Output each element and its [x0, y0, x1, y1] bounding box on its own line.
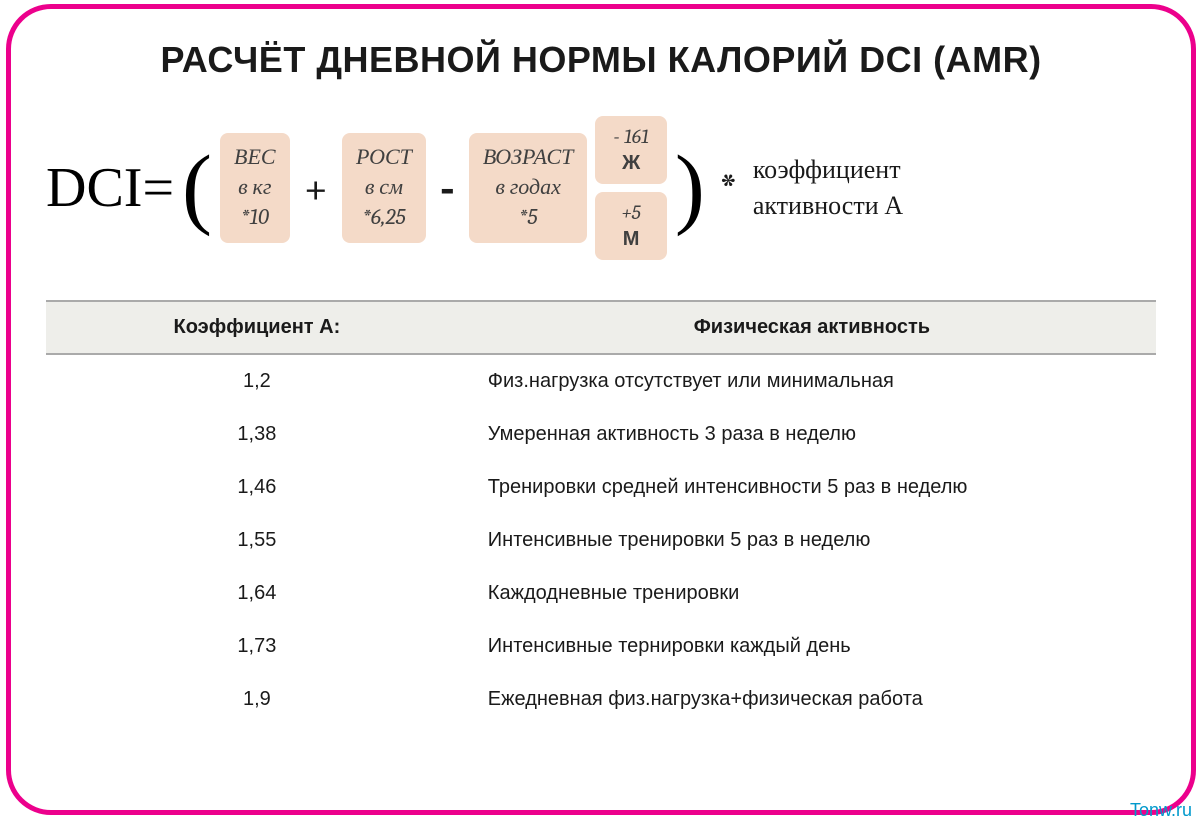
coef-cell: 1,46 — [46, 461, 468, 514]
age-box: ВОЗРАСТ в годах *5 — [469, 133, 588, 242]
watermark: Tonw.ru — [1130, 800, 1192, 821]
table-header-row: Коэффициент А: Физическая активность — [46, 301, 1156, 354]
female-value: - 161 — [613, 124, 649, 150]
table-body: 1,2 Физ.нагрузка отсутствует или минимал… — [46, 354, 1156, 726]
male-value: +5 — [613, 200, 649, 226]
table-row: 1,2 Физ.нагрузка отсутствует или минимал… — [46, 354, 1156, 408]
open-paren: ( — [182, 143, 212, 233]
table-row: 1,55 Интенсивные тренировки 5 раз в неде… — [46, 514, 1156, 567]
weight-label: ВЕС — [234, 143, 276, 173]
weight-mult: *10 — [234, 203, 276, 233]
coef-line2: активности А — [753, 188, 903, 224]
desc-cell: Тренировки средней интенсивности 5 раз в… — [468, 461, 1156, 514]
table-row: 1,38 Умеренная активность 3 раза в недел… — [46, 408, 1156, 461]
close-paren: ) — [675, 143, 705, 233]
bordered-container: РАСЧЁТ ДНЕВНОЙ НОРМЫ КАЛОРИЙ DCI (AMR) D… — [6, 4, 1196, 815]
weight-unit: в кг — [234, 173, 276, 203]
male-label: М — [613, 226, 649, 252]
height-unit: в см — [356, 173, 412, 203]
plus-operator: + — [298, 163, 334, 214]
desc-cell: Интенсивные тренировки 5 раз в неделю — [468, 514, 1156, 567]
header-coefficient: Коэффициент А: — [46, 301, 468, 354]
age-unit: в годах — [483, 173, 574, 203]
coefficient-label: коэффициент активности А — [753, 152, 903, 225]
formula-lhs: DCI= — [46, 156, 174, 220]
desc-cell: Ежедневная физ.нагрузка+физическая работ… — [468, 673, 1156, 726]
weight-box: ВЕС в кг *10 — [220, 133, 290, 242]
table-row: 1,64 Каждодневные тренировки — [46, 567, 1156, 620]
desc-cell: Физ.нагрузка отсутствует или минимальная — [468, 354, 1156, 408]
coef-cell: 1,64 — [46, 567, 468, 620]
coef-cell: 1,2 — [46, 354, 468, 408]
female-box: - 161 Ж — [595, 116, 667, 184]
height-mult: *6,25 — [356, 203, 412, 233]
gender-stack: - 161 Ж +5 М — [595, 116, 667, 260]
header-activity: Физическая активность — [468, 301, 1156, 354]
coef-line1: коэффициент — [753, 152, 903, 188]
age-label: ВОЗРАСТ — [483, 143, 574, 173]
minus-operator: - — [434, 161, 461, 216]
desc-cell: Умеренная активность 3 раза в неделю — [468, 408, 1156, 461]
formula: DCI= ( ВЕС в кг *10 + РОСТ в см *6,25 - … — [46, 116, 1156, 260]
activity-table: Коэффициент А: Физическая активность 1,2… — [46, 300, 1156, 726]
table-row: 1,73 Интенсивные тернировки каждый день — [46, 620, 1156, 673]
coef-cell: 1,55 — [46, 514, 468, 567]
asterisk-operator: * — [713, 163, 745, 214]
age-mult: *5 — [483, 203, 574, 233]
page-title: РАСЧЁТ ДНЕВНОЙ НОРМЫ КАЛОРИЙ DCI (AMR) — [46, 39, 1156, 81]
desc-cell: Интенсивные тернировки каждый день — [468, 620, 1156, 673]
table-row: 1,9 Ежедневная физ.нагрузка+физическая р… — [46, 673, 1156, 726]
desc-cell: Каждодневные тренировки — [468, 567, 1156, 620]
height-box: РОСТ в см *6,25 — [342, 133, 426, 242]
male-box: +5 М — [595, 192, 667, 260]
coef-cell: 1,9 — [46, 673, 468, 726]
height-label: РОСТ — [356, 143, 412, 173]
table-row: 1,46 Тренировки средней интенсивности 5 … — [46, 461, 1156, 514]
coef-cell: 1,73 — [46, 620, 468, 673]
coef-cell: 1,38 — [46, 408, 468, 461]
female-label: Ж — [613, 150, 649, 176]
